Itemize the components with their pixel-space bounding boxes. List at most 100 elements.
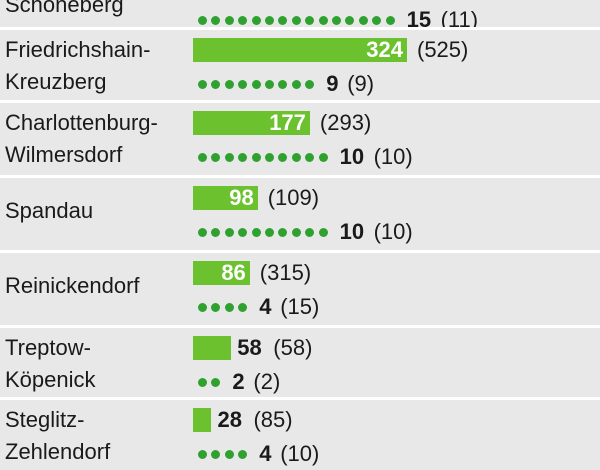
count-dot: [198, 450, 207, 459]
count-dot: [332, 16, 341, 25]
bar-previous-value: (58): [273, 335, 313, 360]
count-dot: [211, 16, 221, 25]
row-separator: [0, 27, 600, 30]
count-dot: [318, 153, 328, 162]
count-dot: [198, 16, 207, 25]
district-name: Friedrichshain-: [5, 37, 151, 62]
value-bar: [193, 336, 232, 360]
count-dot: [345, 16, 355, 25]
count-dot: [238, 303, 248, 312]
district-name: Charlottenburg-: [5, 110, 158, 135]
district-name: Wilmersdorf: [5, 142, 123, 167]
row-separator: [0, 325, 600, 328]
district-name: Zehlendorf: [5, 439, 111, 464]
row-separator: [0, 250, 600, 253]
value-bar: [193, 261, 250, 285]
count-dot: [198, 80, 207, 89]
district-row: Spandau 98 (109) 10 (10): [0, 178, 600, 250]
dot-previous-value: (9): [347, 71, 375, 96]
dot-previous-value: (10): [280, 441, 320, 466]
bar-value-label: 98: [229, 185, 254, 210]
count-dot: [278, 16, 288, 25]
count-dot: [224, 80, 234, 89]
count-dot: [291, 153, 301, 162]
count-dot: [251, 16, 261, 25]
count-dot: [265, 153, 274, 162]
district-name: Reinickendorf: [5, 273, 140, 298]
count-dot: [305, 153, 315, 162]
count-dot: [265, 228, 274, 237]
row-separator: [0, 100, 600, 103]
count-dot: [211, 303, 221, 312]
bar-previous-value: (109): [267, 185, 320, 210]
dot-previous-value: (2): [253, 369, 281, 394]
value-bar: [193, 408, 212, 432]
dot-value-label: 4: [259, 294, 272, 319]
count-dot: [251, 228, 261, 237]
district-name: Spandau: [5, 198, 94, 223]
count-dot: [211, 450, 221, 459]
count-dot: [198, 378, 207, 387]
district-name: Steglitz-: [5, 407, 85, 432]
count-dot: [238, 450, 248, 459]
count-dot: [291, 16, 301, 25]
count-dot: [211, 80, 221, 89]
district-name: Kreuzberg: [5, 69, 107, 94]
count-dot: [238, 153, 248, 162]
count-dot: [238, 228, 248, 237]
count-dot: [198, 228, 207, 237]
bar-previous-value: (293): [319, 110, 372, 135]
dot-previous-value: (15): [280, 294, 320, 319]
count-dot: [211, 153, 221, 162]
count-dot: [318, 16, 328, 25]
count-dot: [278, 80, 288, 89]
bar-previous-value: (525): [417, 37, 469, 62]
district-name: Treptow-: [5, 335, 91, 360]
dot-value-label: 2: [232, 369, 245, 394]
count-dot: [198, 153, 207, 162]
district-row: Friedrichshain- Kreuzberg 324 (525) 9 (9): [0, 30, 600, 100]
dot-value-label: 10: [339, 144, 365, 169]
count-dot: [305, 80, 315, 89]
value-bar: [193, 186, 258, 210]
district-row: Steglitz- Zehlendorf 28 (85) 4 (10): [0, 400, 600, 470]
count-dot: [251, 80, 261, 89]
count-dot: [238, 80, 248, 89]
district-row: Charlottenburg- Wilmersdorf 177 (293) 10 (10): [0, 103, 600, 175]
dot-previous-value: (10): [373, 144, 413, 169]
value-bar: [193, 111, 310, 135]
count-dot: [305, 228, 315, 237]
count-dot: [238, 16, 248, 25]
count-dot: [198, 303, 207, 312]
bar-value-label: 58: [237, 335, 262, 360]
count-dot: [291, 80, 301, 89]
bar-value-label: 86: [221, 260, 246, 285]
dot-previous-value: (10): [373, 219, 413, 244]
row-separator: [0, 175, 600, 178]
count-dot: [318, 228, 328, 237]
district-name: Schöneberg: [5, 0, 124, 17]
row-separator: [0, 397, 600, 400]
count-dot: [358, 16, 368, 25]
count-dot: [224, 450, 234, 459]
count-dot: [278, 153, 288, 162]
count-dot: [224, 16, 234, 25]
district-row: Treptow- Köpenick 58 (58) 2 (2): [0, 328, 600, 397]
bar-previous-value: (85): [253, 407, 293, 432]
count-dot: [211, 228, 221, 237]
district-row: Schöneberg 15 (11): [0, 0, 600, 32]
count-dot: [372, 16, 382, 25]
count-dot: [251, 153, 261, 162]
dot-value-label: 10: [339, 219, 365, 244]
dot-value-label: 4: [259, 441, 272, 466]
district-row: Reinickendorf 86 (315) 4 (15): [0, 253, 600, 325]
count-dot: [291, 228, 301, 237]
bar-value-label: 177: [269, 110, 306, 135]
bar-value-label: 28: [217, 407, 242, 432]
count-dot: [305, 16, 315, 25]
district-name: Köpenick: [5, 367, 96, 392]
count-dot: [385, 16, 395, 25]
count-dot: [265, 80, 274, 89]
count-dot: [278, 228, 288, 237]
